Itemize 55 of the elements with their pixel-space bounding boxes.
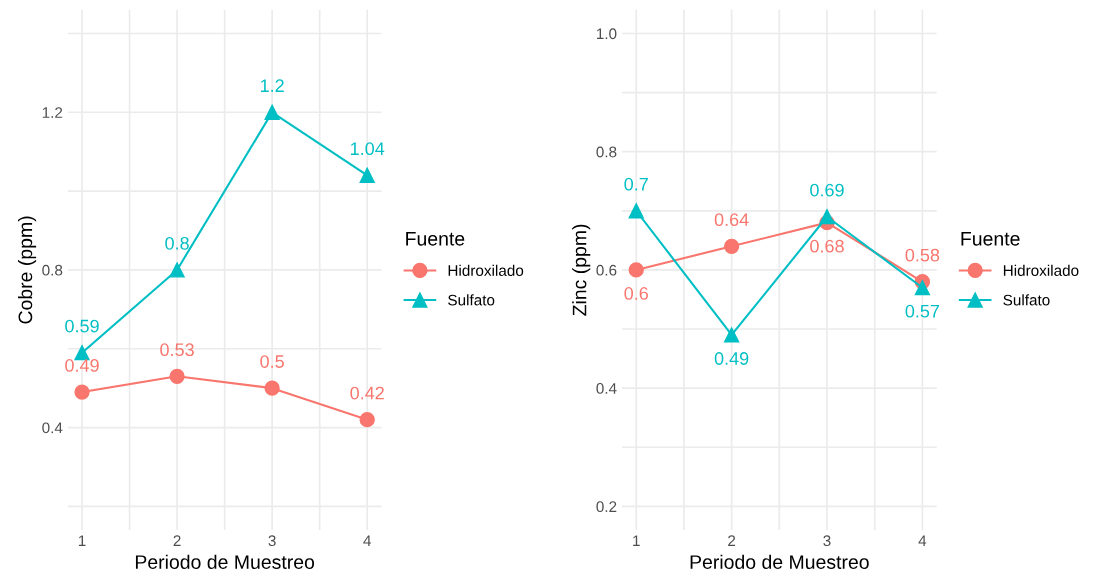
legend-label: Sulfato: [1003, 294, 1050, 306]
y-tick-label: 0.8: [42, 264, 63, 276]
point: [914, 280, 931, 296]
point: [723, 238, 740, 254]
point: [264, 380, 280, 396]
point: [628, 262, 644, 278]
point: [359, 412, 375, 428]
data-label: 0.64: [714, 213, 749, 227]
legend-title: Fuente: [406, 232, 465, 246]
point: [819, 209, 835, 225]
data-label: 0.59: [65, 319, 99, 333]
point: [169, 262, 185, 278]
x-tick-label: 3: [823, 535, 831, 547]
point: [359, 167, 375, 183]
x-axis-title: Periodo de Muestreo: [690, 554, 869, 569]
point: [628, 203, 644, 219]
y-tick-label: 1.2: [42, 107, 63, 118]
data-label: 0.53: [160, 343, 194, 357]
x-tick-label: 1: [78, 535, 86, 546]
x-tick-label: 4: [918, 535, 927, 546]
y-tick-label: 0.8: [596, 146, 617, 158]
y-axis-title: Cobre (ppm): [17, 216, 37, 324]
y-tick-label: 0.2: [596, 501, 617, 513]
data-label: 0.8: [165, 236, 189, 250]
data-label: 0.69: [810, 183, 844, 197]
x-tick-label: 3: [268, 535, 276, 547]
point: [169, 368, 185, 384]
x-axis-title: Periodo de Muestreo: [135, 554, 315, 569]
data-label: 0.7: [624, 177, 648, 191]
y-axis-title: Zinc (ppm): [572, 224, 591, 316]
x-tick-label: 4: [363, 535, 371, 546]
point: [264, 104, 280, 120]
legend-label: Hidroxilado: [1003, 264, 1079, 276]
legend-label: Sulfato: [448, 294, 495, 306]
data-label: 0.58: [905, 248, 940, 262]
legend-label: Hidroxilado: [448, 264, 524, 276]
data-label: 0.42: [350, 386, 384, 400]
data-label: 0.5: [260, 355, 284, 368]
y-tick-label: 0.6: [596, 264, 617, 276]
data-label: 0.49: [714, 352, 749, 365]
x-tick-label: 2: [173, 535, 181, 546]
data-label: 0.49: [65, 359, 99, 372]
point: [74, 384, 90, 400]
data-label: 1.2: [260, 79, 284, 92]
data-label: 0.6: [624, 287, 648, 300]
y-tick-label: 1.0: [596, 28, 617, 40]
data-label: 0.57: [905, 304, 940, 318]
x-tick-label: 1: [633, 535, 640, 546]
data-label: 0.68: [810, 239, 844, 253]
legend-title: Fuente: [961, 232, 1020, 246]
y-tick-label: 0.4: [596, 383, 617, 394]
x-tick-label: 2: [728, 535, 736, 546]
point: [723, 327, 740, 343]
y-tick-label: 0.4: [42, 422, 63, 434]
data-label: 1.04: [351, 142, 385, 156]
